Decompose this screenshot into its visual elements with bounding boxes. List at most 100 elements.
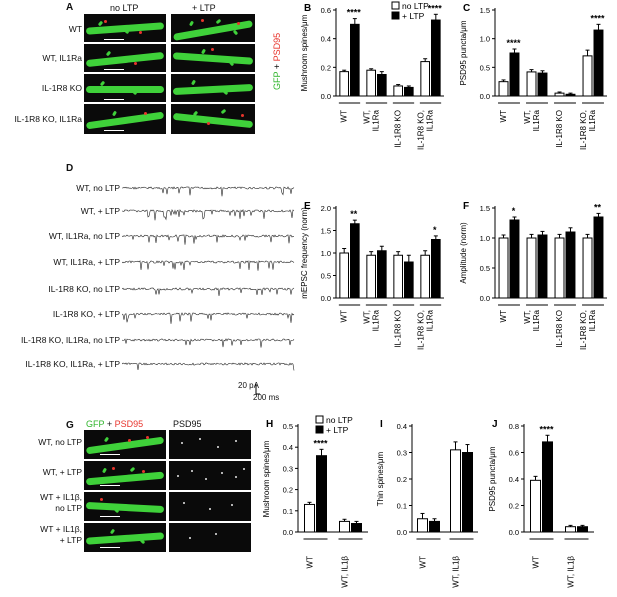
trace-label: WT, IL1Ra, + LTP [53,257,120,267]
trace-label: IL-1R8 KO, IL1Ra, + LTP [25,359,120,369]
chart-j: J PSD95 puncta/μm 0.0 0.2 0.4 0.6 0.8 WT WT, IL1… [488,419,594,588]
y-tick-label: 0.8 [509,422,519,431]
bar [565,526,576,533]
row-line: + LTP [59,535,82,545]
y-tick-label: 0.0 [509,528,519,537]
bar [554,92,565,97]
y-tick-label: 0.5 [480,264,490,273]
panel-a-row-label: WT [68,24,82,34]
bar [542,441,553,533]
bar [393,254,404,299]
x-tick-label: WT, [363,110,372,124]
x-tick-label: WT [419,556,428,569]
bar [377,74,387,97]
y-tick-label: 1.0 [480,35,490,44]
row-line: WT + IL1β, [40,524,82,534]
bar [582,237,593,299]
row-line: WT + IL1β, [40,492,82,502]
y-axis-label: PSD95 puncta/μm [459,20,468,85]
x-tick-label: IL-1R8 KO [555,310,564,348]
y-tick-label: 0.5 [480,63,490,72]
legend-label: no LTP [402,1,429,11]
panel-d-label: D [66,163,74,174]
bar [537,234,548,299]
x-tick-label: IL-1R8 KO, [417,110,426,150]
bar [350,23,360,97]
micrograph-a-ko-no-ltp [84,74,166,102]
y-tick-label: 1.5 [480,6,490,15]
panel-g-row-label: WT, + LTP [43,467,82,477]
significance-marker: * [433,225,437,235]
panel-g-row-label: WT + IL1β, + LTP [40,524,82,546]
x-tick-label: IL-1R8 KO, [579,110,588,150]
legend-swatch [391,11,400,20]
legend-psd95: PSD95 [272,32,282,62]
bar [565,93,576,97]
x-tick-label: IL1Ra [372,309,381,331]
bar [450,449,461,533]
significance-marker: **** [428,3,443,13]
significance-marker: **** [347,8,362,18]
x-tick-label: WT, [523,310,532,324]
y-tick-label: 0.0 [283,528,293,537]
scale-bar [104,69,124,70]
panel-a-label: A [66,2,74,13]
x-tick-label: IL1Ra [426,309,435,331]
bar [509,52,520,97]
trace-label: IL-1R8 KO, + LTP [52,309,120,319]
trace-label: WT, no LTP [76,183,120,193]
panel-a-stain-legend: GFP + PSD95 [272,33,282,90]
micrograph-a-wt-il1ra-no-ltp [84,44,166,72]
micrograph-g-il1b-ltp-gfp [84,523,166,552]
panel-a-col-header-ltp: + LTP [192,3,216,13]
bar [420,61,431,97]
bar [498,81,509,97]
x-tick-label: WT, [363,310,372,324]
y-axis-label: PSD95 puncta/μm [488,446,497,511]
y-tick-label: 0.2 [321,63,331,72]
x-tick-label: WT [306,556,315,569]
panel-label: C [463,3,470,14]
mepsc-traces [122,186,295,371]
y-axis-label: Mushroom spines/μm [300,14,309,91]
significance-marker: ** [350,209,358,219]
micrograph-g-wt-no-ltp-gfp [84,430,166,459]
trace-label: IL-1R8 KO, no LTP [48,284,120,294]
significance-marker: **** [313,438,328,448]
panel-label: H [266,419,273,430]
micrograph-g-wt-no-ltp-psd [169,430,251,459]
legend-plus: + [272,63,282,70]
x-tick-label: WT [499,110,508,123]
micrograph-g-il1b-ltp-psd [169,523,251,552]
legend-swatch [315,425,324,434]
bar [565,231,576,299]
bar [509,219,520,299]
panel-label: J [492,419,498,430]
x-tick-label: WT, IL1β [452,556,461,588]
scale-bar [100,485,120,486]
bar [316,455,327,533]
legend-gfp: GFP [86,419,105,429]
legend-label: no LTP [326,415,353,425]
scale-label-ms: 200 ms [253,393,280,402]
legend-label: + LTP [326,425,349,435]
y-tick-label: 0.5 [283,422,293,431]
bar [404,261,414,299]
bar [582,55,593,97]
micrograph-a-wt-il1ra-ltp [171,44,255,72]
bar [339,252,350,299]
bar [498,237,509,299]
x-tick-label: WT [532,556,541,569]
bar [577,526,588,533]
bar [530,479,541,533]
x-tick-label: IL1Ra [588,109,597,131]
x-tick-label: IL-1R8 KO, [417,310,426,350]
scale-bar [100,516,120,517]
x-tick-label: WT [340,110,349,123]
bar [339,520,350,533]
micrograph-a-ko-il1ra-ltp [171,104,255,134]
y-tick-label: 0.1 [283,507,293,516]
